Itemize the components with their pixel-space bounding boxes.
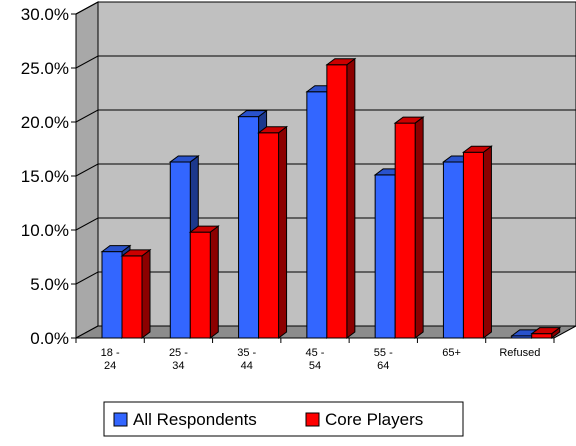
x-tick-label: 25 -34 [169, 347, 188, 372]
bar [530, 326, 562, 339]
legend-label-all-respondents: All Respondents [133, 410, 257, 429]
x-tick-label: 45 -54 [306, 347, 325, 372]
bar [188, 225, 220, 339]
bar [325, 57, 357, 339]
y-tick-label: 30.0% [21, 5, 69, 24]
legend-box [103, 401, 464, 437]
bars [100, 57, 562, 339]
y-tick-label: 25.0% [21, 59, 69, 78]
x-axis: 18 -24 25 -34 35 -44 45 -54 55 -64 65+ Refused [75, 337, 555, 372]
legend-swatch-all-respondents [113, 412, 128, 427]
bar [257, 125, 289, 339]
x-tick-label: Refused [499, 347, 540, 359]
gridline [75, 109, 576, 123]
bar [461, 145, 493, 339]
y-tick-label: 15.0% [21, 167, 69, 186]
x-tick-label: 65+ [442, 347, 461, 359]
bar [120, 248, 152, 339]
y-tick-label: 0.0% [30, 329, 69, 348]
y-axis: 0.0% 5.0% 10.0% 15.0% 20.0% 25.0% 30.0% [21, 5, 77, 348]
x-tick-label: 35 -44 [237, 347, 256, 372]
legend-swatch-core-players [305, 412, 320, 427]
x-tick-label: 55 -64 [374, 347, 393, 372]
legend: All Respondents Core Players [103, 401, 464, 437]
y-tick-label: 5.0% [30, 275, 69, 294]
x-tick-label: 18 -24 [101, 347, 120, 372]
gridline [75, 1, 576, 15]
gridline [75, 55, 576, 69]
bar [393, 116, 425, 339]
y-tick-label: 10.0% [21, 221, 69, 240]
y-tick-label: 20.0% [21, 113, 69, 132]
legend-label-core-players: Core Players [325, 410, 423, 429]
